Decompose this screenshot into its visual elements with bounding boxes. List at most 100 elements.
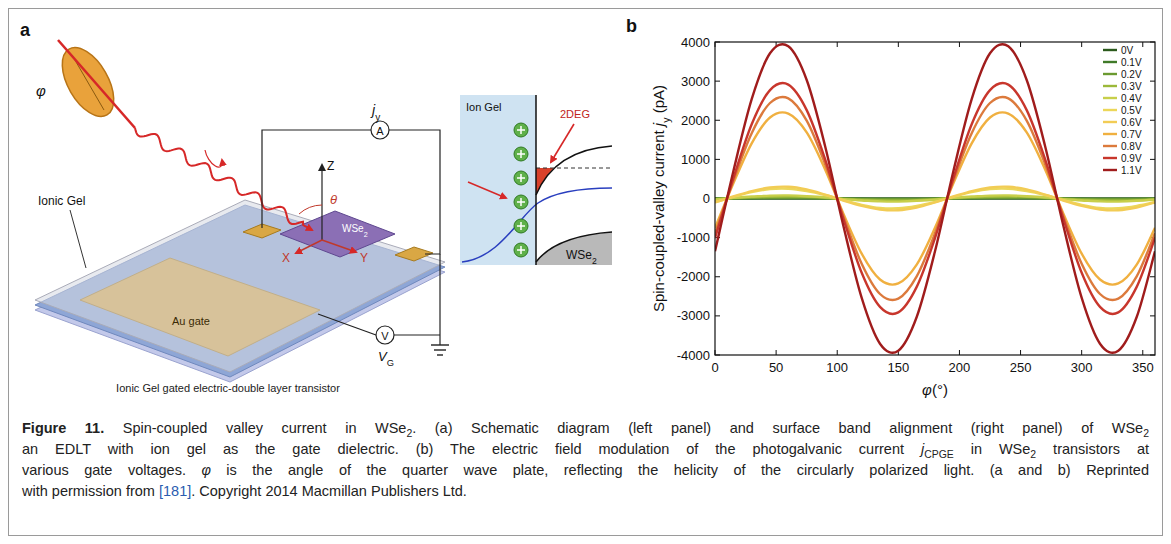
y-tick [1150, 120, 1155, 121]
caption-run: an EDLT with ion gel as the gate dielect… [22, 441, 921, 457]
plot-frame [715, 42, 1155, 355]
interface [535, 95, 537, 265]
potential-curve [462, 188, 612, 262]
legend-swatch [1103, 73, 1117, 75]
y-tick-label: 3000 [681, 74, 710, 89]
legend-label: 0.5V [1121, 105, 1142, 116]
y-tick-label: -1000 [677, 230, 710, 245]
fermi-level [536, 168, 612, 169]
caption-run: [181] [159, 483, 191, 499]
ion [514, 243, 528, 257]
x-tick [1142, 350, 1143, 355]
x-tick [1081, 42, 1082, 47]
gate-label: Au gate [172, 315, 210, 327]
series-line [715, 189, 1155, 209]
caption-run: φ [201, 462, 210, 478]
wire [318, 314, 376, 335]
y-tick [715, 120, 720, 121]
y-tick [1150, 315, 1155, 316]
ion-gel-region [460, 95, 536, 265]
current-label: jy [370, 102, 381, 123]
series-line [715, 97, 1155, 300]
legend-swatch [1103, 133, 1117, 135]
series-line [715, 112, 1155, 284]
y-tick [1150, 159, 1155, 160]
ammeter [371, 121, 389, 139]
caption-run: CPGE [924, 449, 954, 460]
wire [262, 130, 371, 228]
ground [437, 354, 443, 355]
ionic-gel-label: Ionic Gel [38, 194, 85, 208]
caption-run: . (a) Schematic diagram (left panel) and… [412, 420, 1143, 436]
plot-lines [715, 44, 1155, 353]
2deg-label: 2DEG [560, 108, 590, 120]
legend-label: 0.1V [1121, 57, 1142, 68]
legend-label: 0V [1121, 45, 1134, 56]
legend-label: 0.6V [1121, 117, 1142, 128]
ion [514, 147, 528, 161]
y-tick [715, 81, 720, 82]
axis-label: X [282, 251, 290, 265]
figure-frame [9, 9, 1163, 536]
y-tick-label: -2000 [677, 269, 710, 284]
caption-line: various gate voltages. φ is the angle of… [22, 460, 1149, 481]
voltmeter [376, 326, 394, 344]
quarter-wave-plate [52, 39, 125, 125]
x-tick [1081, 350, 1082, 355]
caption-run: in WSe [954, 441, 1031, 457]
y-tick [1150, 276, 1155, 277]
text-run: (°) [932, 381, 948, 398]
ion [514, 171, 528, 185]
x-tick-label: 150 [887, 360, 909, 375]
x-tick [776, 350, 777, 355]
legend-swatch [1103, 169, 1117, 171]
legend-swatch [1103, 157, 1117, 159]
y-tick [715, 276, 720, 277]
x-tick-label: 300 [1071, 360, 1093, 375]
y-tick-label: 1000 [681, 152, 710, 167]
x-tick [837, 42, 838, 47]
wire [439, 254, 440, 345]
ammeter-label: A [376, 125, 384, 137]
ion-plus [520, 246, 522, 254]
ion [514, 219, 528, 233]
y-tick-label: 2000 [681, 113, 710, 128]
ion [514, 123, 528, 137]
text-run: y [375, 112, 381, 123]
x-tick [1020, 350, 1021, 355]
caption-run: 2 [1030, 449, 1036, 460]
ion-plus [520, 174, 522, 182]
gate-voltage-label: VG [378, 349, 394, 368]
y-tick-label: -3000 [677, 308, 710, 323]
x-tick [959, 42, 960, 47]
wire [394, 334, 440, 335]
legend-swatch [1103, 145, 1117, 147]
ground [434, 349, 446, 350]
legend-label: 0.7V [1121, 129, 1142, 140]
legend-label: 0.4V [1121, 93, 1142, 104]
y-tick-label: 4000 [681, 35, 710, 50]
caption-run: 2 [406, 428, 412, 439]
caption-run: is the angle of the quarter wave plate, … [211, 462, 1149, 478]
x-tick-label: 350 [1132, 360, 1154, 375]
legend-swatch [1103, 97, 1117, 99]
device-caption: Ionic Gel gated electric-double layer tr… [116, 382, 340, 394]
x-tick [1020, 42, 1021, 47]
y-tick [1150, 81, 1155, 82]
band-diagram: Ion Gel2DEGWSe2 [460, 95, 612, 266]
panel-letter: b [626, 16, 637, 36]
legend-label: 0.8V [1121, 141, 1142, 152]
y-tick [715, 315, 720, 316]
light-beam [135, 128, 312, 230]
text-run: Spin-coupled-valley current [650, 126, 667, 312]
valence-band [536, 232, 612, 262]
series-line [715, 44, 1155, 353]
x-axis-title: φ(°) [922, 381, 948, 398]
text-run: φ [922, 381, 932, 398]
y-tick-label: -4000 [677, 348, 710, 363]
caption-line: with permission from [181]. Copyright 20… [22, 481, 1149, 502]
x-tick-label: 50 [769, 360, 783, 375]
y-axis [322, 240, 356, 252]
caption-run: 2 [1143, 428, 1149, 439]
flake-label: WSe2 [342, 223, 368, 239]
